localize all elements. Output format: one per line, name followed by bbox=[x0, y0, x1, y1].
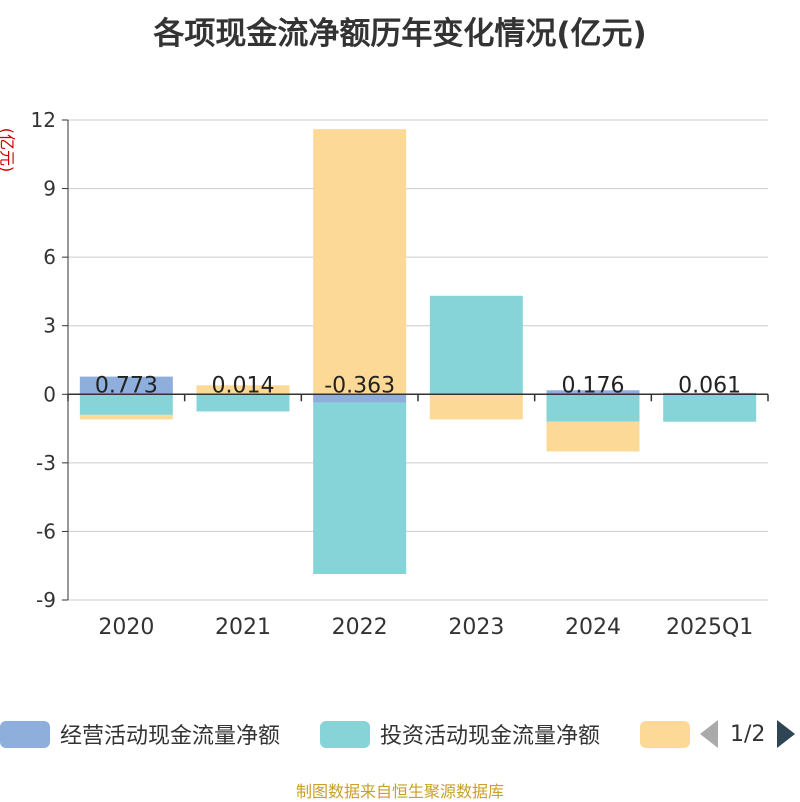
legend-pager: 1/2 bbox=[700, 714, 796, 754]
legend-swatch bbox=[320, 720, 370, 748]
legend-item-investing[interactable]: 投资活动现金流量净额 bbox=[320, 714, 600, 754]
data-label: 0.773 bbox=[95, 373, 158, 398]
data-label: 0.061 bbox=[678, 373, 741, 398]
bar-1-2023 bbox=[429, 295, 523, 395]
legend-label: 投资活动现金流量净额 bbox=[380, 724, 601, 749]
x-tick-label: 2021 bbox=[215, 615, 271, 640]
bar-0-2020 bbox=[79, 376, 173, 395]
y-tick-label: 6 bbox=[43, 245, 56, 269]
legend-item-financing[interactable] bbox=[640, 714, 690, 754]
legend-swatch bbox=[640, 720, 690, 748]
bar-2-2020 bbox=[79, 414, 173, 420]
legend-swatch bbox=[0, 720, 50, 748]
data-label: 0.176 bbox=[562, 373, 625, 398]
bar-1-2020 bbox=[79, 394, 173, 415]
bar-0-2022 bbox=[313, 394, 407, 403]
legend-label: 经营活动现金流量净额 bbox=[60, 724, 281, 749]
legend-item-operating[interactable]: 经营活动现金流量净额 bbox=[0, 714, 280, 754]
bar-2-2023 bbox=[429, 394, 523, 420]
legend: 经营活动现金流量净额 投资活动现金流量净额 1/2 bbox=[0, 714, 800, 754]
bar-1-2022 bbox=[313, 402, 407, 575]
x-tick-label: 2022 bbox=[332, 615, 388, 640]
y-tick-label: -6 bbox=[36, 519, 56, 543]
y-tick-label: 9 bbox=[43, 177, 56, 201]
legend-prev-icon[interactable] bbox=[700, 720, 718, 748]
bar-2-2024 bbox=[546, 421, 640, 452]
x-tick-label: 2025Q1 bbox=[666, 615, 753, 640]
legend-next-icon[interactable] bbox=[777, 720, 796, 748]
legend-page-indicator: 1/2 bbox=[730, 721, 766, 747]
bar-1-2025Q1 bbox=[663, 394, 757, 422]
y-tick-label: -3 bbox=[36, 451, 56, 475]
data-label: -0.363 bbox=[324, 373, 395, 398]
x-tick-label: 2024 bbox=[565, 615, 621, 640]
bar-1-2024 bbox=[546, 394, 640, 422]
y-tick-label: 3 bbox=[43, 314, 56, 338]
bar-1-2021 bbox=[196, 394, 290, 412]
x-tick-label: 2023 bbox=[448, 615, 504, 640]
x-tick-label: 2020 bbox=[98, 615, 154, 640]
bar-2-2021 bbox=[196, 385, 290, 394]
chart-canvas: -9 -6 -3 0 3 6 9 12 2020 2021 2022 2023 2024 2025Q1 0.… bbox=[31, 108, 769, 640]
data-label: 0.014 bbox=[212, 373, 275, 398]
data-source-note: 制图数据来自恒生聚源数据库 bbox=[295, 782, 504, 801]
y-tick-label: -9 bbox=[36, 588, 56, 612]
bar-0-2024 bbox=[546, 390, 640, 395]
chart-title: 各项现金流净额历年变化情况(亿元) bbox=[153, 16, 647, 52]
bar-2-2022 bbox=[313, 129, 407, 395]
y-tick-label: 0 bbox=[43, 382, 56, 406]
y-tick-label: 12 bbox=[31, 108, 56, 132]
